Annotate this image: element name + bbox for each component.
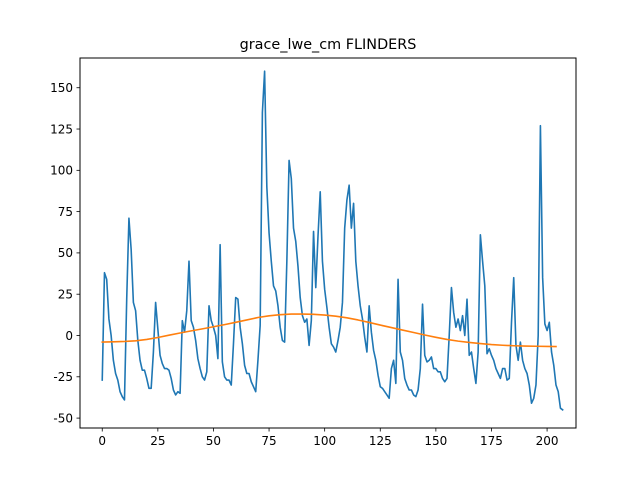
y-tick-label: 100 <box>50 164 73 178</box>
series-2-line <box>101 313 557 348</box>
series-layer <box>101 70 564 411</box>
y-tick-label: 25 <box>58 288 73 302</box>
y-tick-label: 0 <box>65 329 73 343</box>
x-tick-label: 50 <box>206 434 221 448</box>
x-tick-label: 200 <box>536 434 559 448</box>
y-tick-label: -25 <box>53 370 73 384</box>
x-tick-label: 150 <box>424 434 447 448</box>
x-tick-label: 100 <box>313 434 336 448</box>
y-tick-label: 150 <box>50 81 73 95</box>
chart-title: grace_lwe_cm FLINDERS <box>240 37 417 53</box>
series-1-line <box>101 70 564 411</box>
y-tick-label: 50 <box>58 246 73 260</box>
x-tick-label: 0 <box>98 434 106 448</box>
x-tick-label: 175 <box>480 434 503 448</box>
y-tick-label: 75 <box>58 205 73 219</box>
x-tick-label: 75 <box>261 434 276 448</box>
x-axis: 0 25 50 75 100 125 150 175 200 <box>98 428 559 448</box>
y-axis: -50 -25 0 25 50 75 100 125 150 <box>50 81 80 425</box>
x-tick-label: 125 <box>369 434 392 448</box>
y-tick-label: -50 <box>53 411 73 425</box>
x-tick-label: 25 <box>150 434 165 448</box>
y-tick-label: 125 <box>50 122 73 136</box>
